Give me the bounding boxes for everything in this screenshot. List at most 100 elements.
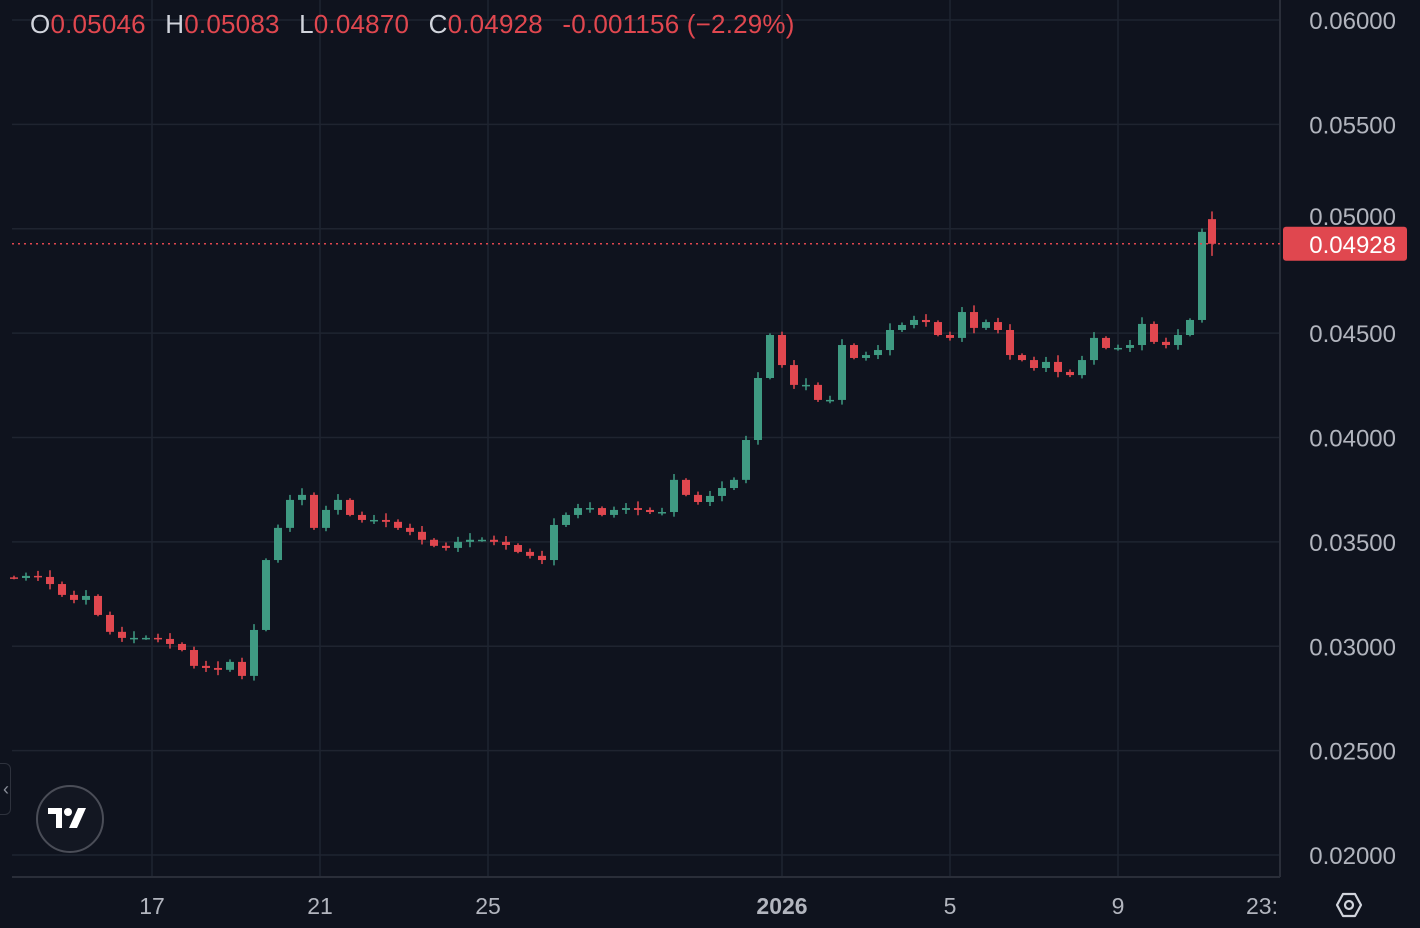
candle	[946, 331, 954, 341]
candle	[310, 492, 318, 530]
candle	[526, 548, 534, 559]
candle-body	[10, 577, 18, 579]
candle-body	[310, 494, 318, 528]
candle-body	[370, 519, 378, 522]
candle-body	[1042, 361, 1050, 368]
time-tick-label: 9	[1112, 893, 1125, 919]
candle	[598, 506, 606, 517]
change-value: -0.001156 (−2.29%)	[562, 9, 795, 39]
candle-body	[82, 595, 90, 600]
candle-body	[1138, 323, 1146, 346]
candle-body	[1090, 337, 1098, 361]
candle	[490, 535, 498, 546]
time-axis[interactable]: 17 21 25 2026 5 9 23:	[12, 876, 1280, 919]
candle-body	[358, 514, 366, 520]
candle-body	[958, 312, 966, 338]
candle	[430, 538, 438, 548]
candle	[514, 543, 522, 554]
candle	[694, 491, 702, 505]
candle	[766, 333, 774, 380]
candle-body	[934, 322, 942, 336]
candle-body	[730, 479, 738, 489]
candle	[646, 507, 654, 515]
candle	[190, 646, 198, 669]
candle	[130, 631, 138, 644]
candle-body	[910, 319, 918, 325]
candle	[706, 490, 714, 507]
candle	[322, 505, 330, 532]
candle	[850, 343, 858, 360]
candle	[538, 550, 546, 565]
candle	[970, 305, 978, 334]
candle-body	[418, 531, 426, 540]
candle-body	[94, 595, 102, 615]
open-label: O	[30, 9, 51, 39]
candle	[1174, 329, 1182, 350]
candle-body	[478, 539, 486, 542]
candle	[262, 558, 270, 632]
candle	[298, 488, 306, 506]
candle	[166, 633, 174, 649]
candle	[658, 507, 666, 516]
candle	[802, 378, 810, 391]
candle-body	[586, 508, 594, 510]
candle	[562, 512, 570, 527]
candle	[1198, 228, 1206, 323]
time-tick-label: 17	[139, 893, 165, 919]
candle	[634, 501, 642, 516]
candle	[910, 315, 918, 329]
candle	[346, 498, 354, 517]
candle-body	[922, 319, 930, 323]
candle	[274, 524, 282, 563]
grid	[12, 0, 1280, 877]
candle	[334, 494, 342, 515]
candle-body	[322, 509, 330, 528]
candle	[70, 590, 78, 604]
candle	[754, 372, 762, 445]
tradingview-logo-icon[interactable]	[36, 785, 104, 853]
collapse-panel-button[interactable]: ‹	[0, 763, 11, 815]
open-value: 0.05046	[50, 9, 146, 39]
candle-body	[646, 509, 654, 513]
candle	[718, 481, 726, 502]
candle-body	[430, 539, 438, 546]
candle	[1066, 369, 1074, 378]
candle-body	[634, 508, 642, 510]
candle	[238, 657, 246, 680]
candle	[1162, 337, 1170, 349]
candle-body	[130, 637, 138, 640]
candle	[670, 474, 678, 517]
candle-body	[466, 539, 474, 542]
candle-body	[394, 521, 402, 528]
candle-body	[34, 575, 42, 578]
price-tick-label: 0.06000	[1309, 8, 1396, 35]
price-tick-label: 0.02500	[1309, 739, 1396, 766]
candle-body	[1054, 361, 1062, 372]
close-label: C	[428, 9, 448, 39]
candle-body	[238, 661, 246, 676]
candle-body	[166, 638, 174, 644]
candle	[202, 660, 210, 672]
candle-body	[274, 527, 282, 561]
high-label: H	[165, 9, 185, 39]
candle	[1090, 332, 1098, 365]
candle	[370, 514, 378, 524]
price-axis[interactable]: 0.06000 0.05500 0.05000 0.04500 0.04000 0.035…	[1279, 0, 1396, 877]
candle	[1042, 356, 1050, 372]
candle	[454, 536, 462, 552]
candle-body	[1102, 337, 1110, 348]
candle-body	[334, 499, 342, 510]
candle	[382, 513, 390, 528]
candle-body	[658, 512, 666, 514]
settings-icon[interactable]	[1333, 889, 1365, 921]
time-tick-label: 5	[944, 893, 957, 919]
candle-body	[70, 594, 78, 600]
price-tick-label: 0.04500	[1309, 321, 1396, 348]
candle-body	[850, 345, 858, 358]
candle	[994, 317, 1002, 334]
price-tick-label: 0.03500	[1309, 530, 1396, 557]
candle-body	[226, 661, 234, 670]
candle-body	[262, 560, 270, 630]
candle	[730, 477, 738, 491]
